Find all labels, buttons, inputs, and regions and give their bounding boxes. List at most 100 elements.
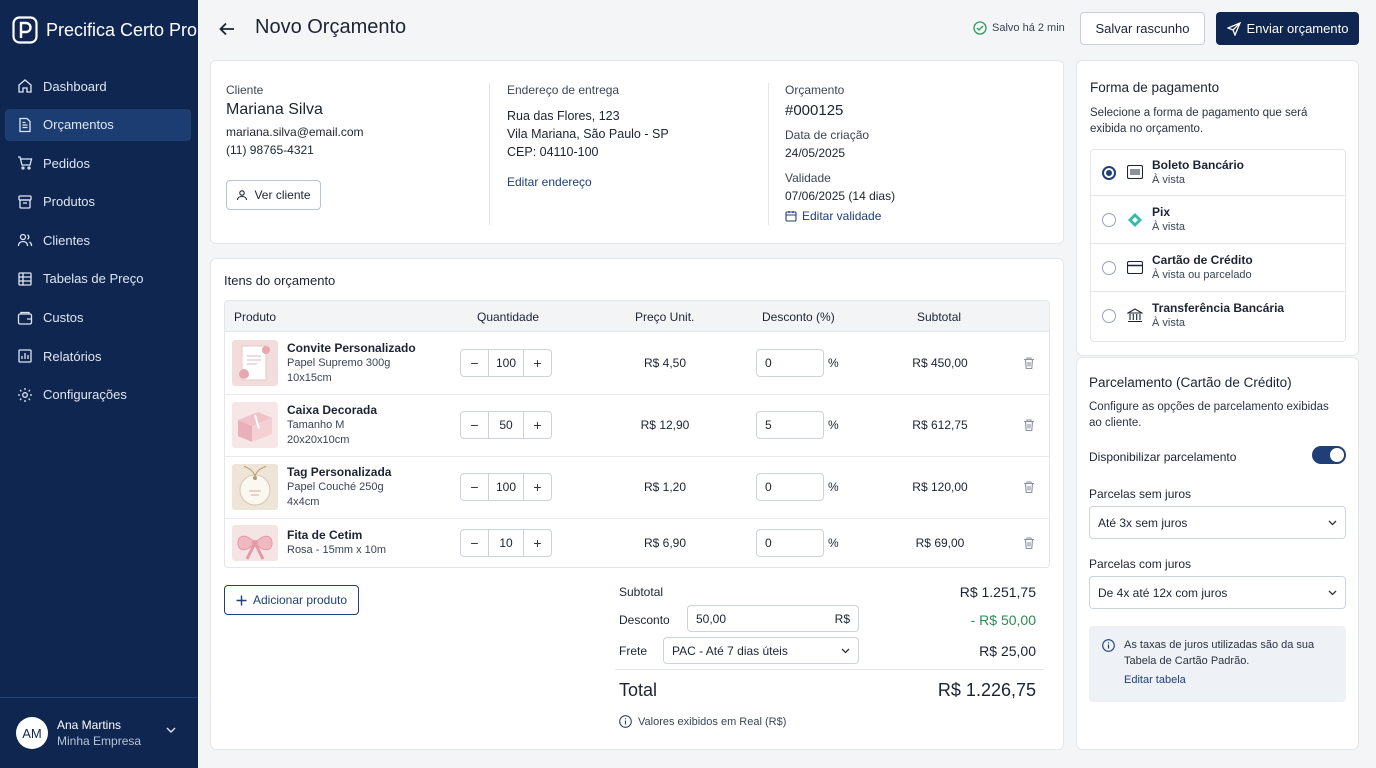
payment-option-credit[interactable]: Cartão de Crédito À vista ou parcelado [1091,244,1345,292]
total-label: Total [619,680,658,700]
trash-icon[interactable] [1022,356,1036,370]
quantity-value[interactable]: 10 [488,530,524,556]
sidebar-item-dashboard[interactable]: Dashboard [5,70,191,102]
product-thumbnail [232,525,278,561]
payment-option-title: Transferência Bancária [1152,301,1285,315]
back-arrow-icon[interactable] [218,20,236,38]
radio-credit[interactable] [1102,261,1116,275]
info-text-line: As taxas de juros utilizadas são da sua [1124,639,1315,651]
plus-icon [236,595,247,605]
payment-option-sub: À vista [1152,174,1186,186]
product-desc: Papel Supremo 300g 10x15cm [287,356,390,386]
decrement-button[interactable]: − [470,417,479,433]
app-logo[interactable]: Precifica Certo Pro [12,16,197,44]
sidebar-item-produtos[interactable]: Produtos [5,186,191,218]
decrement-button[interactable]: − [470,479,479,495]
address-section: Endereço de entrega Rua das Flores, 123 … [507,83,669,189]
radio-transfer[interactable] [1102,309,1116,323]
items-table-body: Convite Personalizado Papel Supremo 300g… [224,332,1050,568]
product-desc-line: Papel Couché 250g [287,481,384,493]
report-icon [18,349,32,363]
product-name: Fita de Cetim [287,528,363,542]
users-icon [17,234,33,247]
add-product-button[interactable]: Adicionar produto [224,585,359,615]
trash-icon[interactable] [1022,418,1036,432]
decrement-button[interactable]: − [470,355,479,371]
sidebar-item-custos[interactable]: Custos [5,302,191,334]
percent-sign: % [828,480,839,494]
sidebar-item-label: Dashboard [43,78,107,94]
increment-button[interactable]: + [533,479,542,495]
send-quote-label: Enviar orçamento [1246,21,1349,36]
address-line3: CEP: 04110-100 [507,145,599,159]
quantity-value[interactable]: 100 [488,350,524,376]
radio-boleto[interactable] [1102,166,1116,180]
payment-option-sub: À vista ou parcelado [1152,269,1252,281]
quantity-value[interactable]: 100 [488,474,524,500]
payment-option-pix[interactable]: Pix À vista [1091,196,1345,244]
payment-option-boleto[interactable]: Boleto Bancário À vista [1091,150,1345,196]
trash-icon[interactable] [1022,536,1036,550]
payment-card: Forma de pagamento Selecione a forma de … [1076,60,1359,356]
product-name: Caixa Decorada [287,403,378,417]
user-menu[interactable]: AM Ana Martins Minha Empresa [0,697,198,768]
edit-address-link[interactable]: Editar endereço [507,175,592,189]
quantity-value[interactable]: 50 [488,412,524,438]
sidebar: Precifica Certo Pro Dashboard Orçamentos… [0,0,198,768]
payment-desc: Selecione a forma de pagamento que será … [1090,105,1307,137]
trash-icon[interactable] [1022,480,1036,494]
payment-option-transfer[interactable]: Transferência Bancária À vista [1091,292,1345,341]
calendar-icon [785,211,797,222]
product-desc: Rosa - 15mm x 10m [287,543,386,558]
radio-pix[interactable] [1102,213,1116,227]
edit-validity-link[interactable]: Editar validade [785,209,895,223]
page-title: Novo Orçamento [255,16,407,38]
sidebar-item-clientes[interactable]: Clientes [5,224,191,256]
edit-table-link[interactable]: Editar tabela [1124,674,1186,686]
discount-amount-field[interactable]: 50,00 R$ [687,605,859,632]
sidebar-item-configuracoes[interactable]: Configurações [5,379,191,411]
installments-toggle[interactable] [1312,446,1346,464]
payment-desc-line: exibida no orçamento. [1090,123,1204,135]
discount-input[interactable]: 0 [756,473,824,501]
increment-button[interactable]: + [533,355,542,371]
quantity-stepper: −50 + [460,411,552,439]
sidebar-item-label: Clientes [43,232,90,248]
info-text-line: Tabela de Cartão Padrão. [1124,655,1250,667]
view-client-button[interactable]: Ver cliente [226,180,321,210]
discount-input[interactable]: 5 [756,411,824,439]
payment-options: Boleto Bancário À vista Pix À vista Cart… [1090,149,1346,342]
sidebar-item-pedidos[interactable]: Pedidos [5,147,191,179]
logo-icon [12,16,38,44]
save-draft-button[interactable]: Salvar rascunho [1080,12,1205,45]
send-quote-button[interactable]: Enviar orçamento [1216,12,1359,45]
row-subtotal: R$ 120,00 [912,480,968,494]
unit-price: R$ 1,20 [643,480,687,494]
validity-label: Validade [785,171,831,185]
chevron-down-icon [1328,590,1337,595]
bank-icon [1127,308,1143,323]
product-name: Convite Personalizado [287,341,416,355]
created-label: Data de criação [785,128,870,142]
quantity-stepper: −10 + [460,529,552,557]
shipping-select[interactable]: PAC - Até 7 dias úteis [663,637,859,664]
quote-number: #000125 [785,102,844,119]
decrement-button[interactable]: − [470,535,479,551]
installments-desc: Configure as opções de parcelamento exib… [1089,399,1329,431]
discount-input[interactable]: 0 [756,349,824,377]
increment-button[interactable]: + [533,417,542,433]
sidebar-item-orcamentos[interactable]: Orçamentos [5,108,191,141]
discount-input[interactable]: 0 [756,529,824,557]
product-desc: Tamanho M 20x20x10cm [287,418,349,448]
increment-button[interactable]: + [533,535,542,551]
chevron-down-icon[interactable] [166,726,176,734]
client-section: Cliente Mariana Silva mariana.silva@emai… [226,83,364,157]
no-interest-select[interactable]: Até 3x sem juros [1089,506,1346,539]
interest-select[interactable]: De 4x até 12x com juros [1089,576,1346,609]
col-discount: Desconto (%) [762,310,835,324]
no-interest-value: Até 3x sem juros [1098,515,1188,530]
sidebar-item-relatorios[interactable]: Relatórios [5,340,191,372]
sidebar-item-tabelas[interactable]: Tabelas de Preço [5,263,191,295]
col-price: Preço Unit. [635,310,695,324]
barcode-icon [1127,165,1143,179]
